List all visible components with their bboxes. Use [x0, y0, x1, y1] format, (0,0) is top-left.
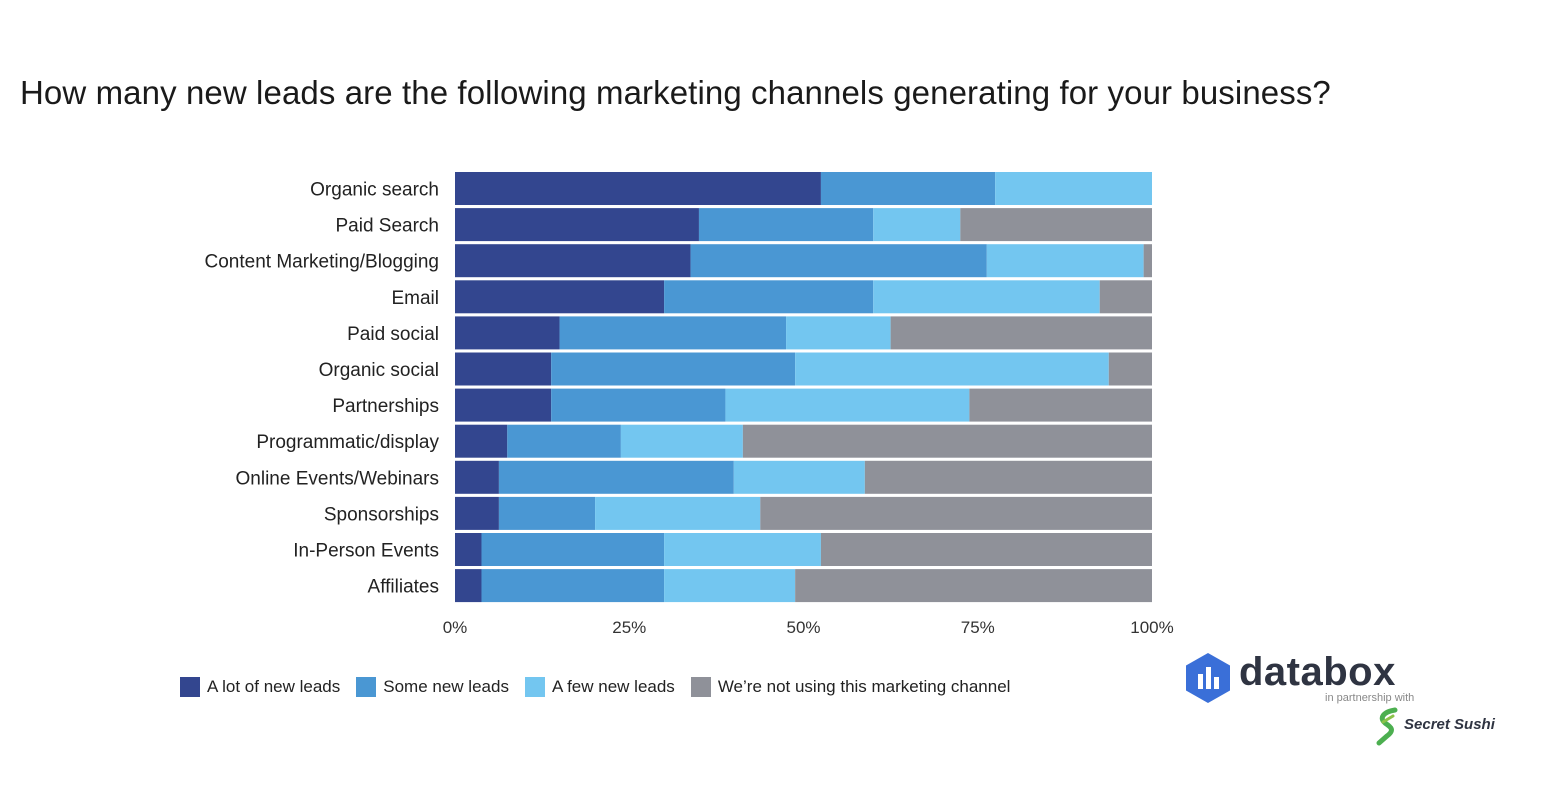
- bar-segment: [455, 316, 560, 350]
- bar-segment: [507, 424, 621, 458]
- category-label: Email: [391, 288, 439, 309]
- bar-segment: [455, 172, 821, 205]
- bar-segment: [455, 496, 499, 530]
- partnership-text: in partnership with: [1325, 692, 1415, 704]
- category-label: Organic search: [310, 180, 439, 201]
- x-tick-label: 25%: [612, 618, 646, 637]
- bar-segment: [969, 388, 1152, 422]
- legend-swatch-some: [356, 677, 377, 697]
- bar-segment: [455, 533, 482, 566]
- legend-label: We’re not using this marketing channel: [717, 677, 1011, 696]
- bar-segment: [742, 424, 1152, 458]
- bar-segment: [873, 208, 961, 242]
- bars-group: [455, 172, 1152, 603]
- category-label: Programmatic/display: [256, 432, 439, 453]
- bar-segment: [620, 424, 743, 458]
- bar-segment: [795, 569, 1152, 603]
- databox-branding: databox in partnership with Secret Sushi: [1185, 650, 1505, 750]
- bar-segment: [795, 352, 1109, 386]
- bar-segment: [1108, 352, 1152, 386]
- category-label: Content Marketing/Blogging: [205, 252, 439, 273]
- bar-segment: [760, 496, 1152, 530]
- bar-segment: [455, 424, 508, 458]
- x-tick-label: 100%: [1130, 618, 1173, 637]
- bar-segment: [455, 352, 552, 386]
- bar-segment: [551, 352, 796, 386]
- bar-segment: [455, 244, 691, 278]
- category-label: Partnerships: [332, 396, 439, 417]
- bar-segment: [481, 533, 665, 566]
- bar-segment: [455, 460, 499, 494]
- bar-segment: [455, 388, 552, 422]
- bar-segment: [455, 280, 665, 314]
- bar-segment: [786, 316, 891, 350]
- bar-segment: [733, 460, 865, 494]
- databox-logo-icon: [1186, 653, 1230, 703]
- legend-item: We’re not using this marketing channel: [690, 677, 1011, 697]
- bar-segment: [820, 172, 996, 205]
- legend-label: A lot of new leads: [207, 677, 341, 696]
- bar-segment: [698, 208, 874, 242]
- bar-segment: [664, 569, 796, 603]
- bar-segment: [995, 172, 1152, 205]
- bar-segment: [595, 496, 761, 530]
- x-tick-label: 75%: [961, 618, 995, 637]
- bar-segment: [455, 208, 699, 242]
- category-label: Sponsorships: [324, 504, 439, 525]
- category-labels: Organic search Paid Search Content Marketi…: [205, 180, 440, 598]
- legend-item: Some new leads: [356, 677, 509, 697]
- bar-segment: [864, 460, 1152, 494]
- category-label: Paid social: [347, 324, 439, 345]
- bar-segment: [498, 496, 596, 530]
- bar-segment: [481, 569, 665, 603]
- bar-segment: [664, 533, 821, 566]
- legend-swatch-a-lot: [180, 677, 200, 697]
- legend-swatch-a-few: [524, 677, 545, 697]
- legend-item: A lot of new leads: [180, 677, 340, 697]
- bar-segment: [498, 460, 734, 494]
- legend: A lot of new leads Some new leads A few …: [180, 677, 1010, 697]
- chart-title: How many new leads are the following mar…: [20, 74, 1331, 111]
- x-tick-label: 50%: [786, 618, 820, 637]
- bar-segment: [1099, 280, 1152, 314]
- category-label: Organic social: [319, 360, 439, 381]
- bar-segment: [551, 388, 726, 422]
- category-label: Affiliates: [368, 577, 439, 598]
- bar-segment: [820, 533, 1152, 566]
- databox-wordmark: databox: [1239, 650, 1396, 694]
- secret-sushi-wordmark: Secret Sushi: [1404, 716, 1495, 733]
- bar-segment: [725, 388, 970, 422]
- x-axis-ticks: 0% 25% 50% 75% 100%: [443, 618, 1174, 637]
- bar-segment: [1143, 244, 1152, 278]
- legend-label: A few new leads: [551, 677, 675, 696]
- legend-item: A few new leads: [524, 677, 675, 697]
- legend-label: Some new leads: [383, 677, 509, 696]
- legend-swatch-not-using: [690, 677, 711, 697]
- bar-segment: [559, 316, 787, 350]
- bar-segment: [890, 316, 1152, 350]
- bar-segment: [455, 569, 482, 603]
- x-tick-label: 0%: [443, 618, 468, 637]
- category-label: Paid Search: [335, 216, 439, 237]
- bar-segment: [873, 280, 1100, 314]
- category-label: In-Person Events: [293, 541, 439, 562]
- bar-segment: [960, 208, 1152, 242]
- bar-segment: [986, 244, 1144, 278]
- category-label: Online Events/Webinars: [236, 468, 439, 489]
- bar-segment: [690, 244, 987, 278]
- bar-segment: [664, 280, 874, 314]
- secret-sushi-logo-icon: [1376, 707, 1398, 746]
